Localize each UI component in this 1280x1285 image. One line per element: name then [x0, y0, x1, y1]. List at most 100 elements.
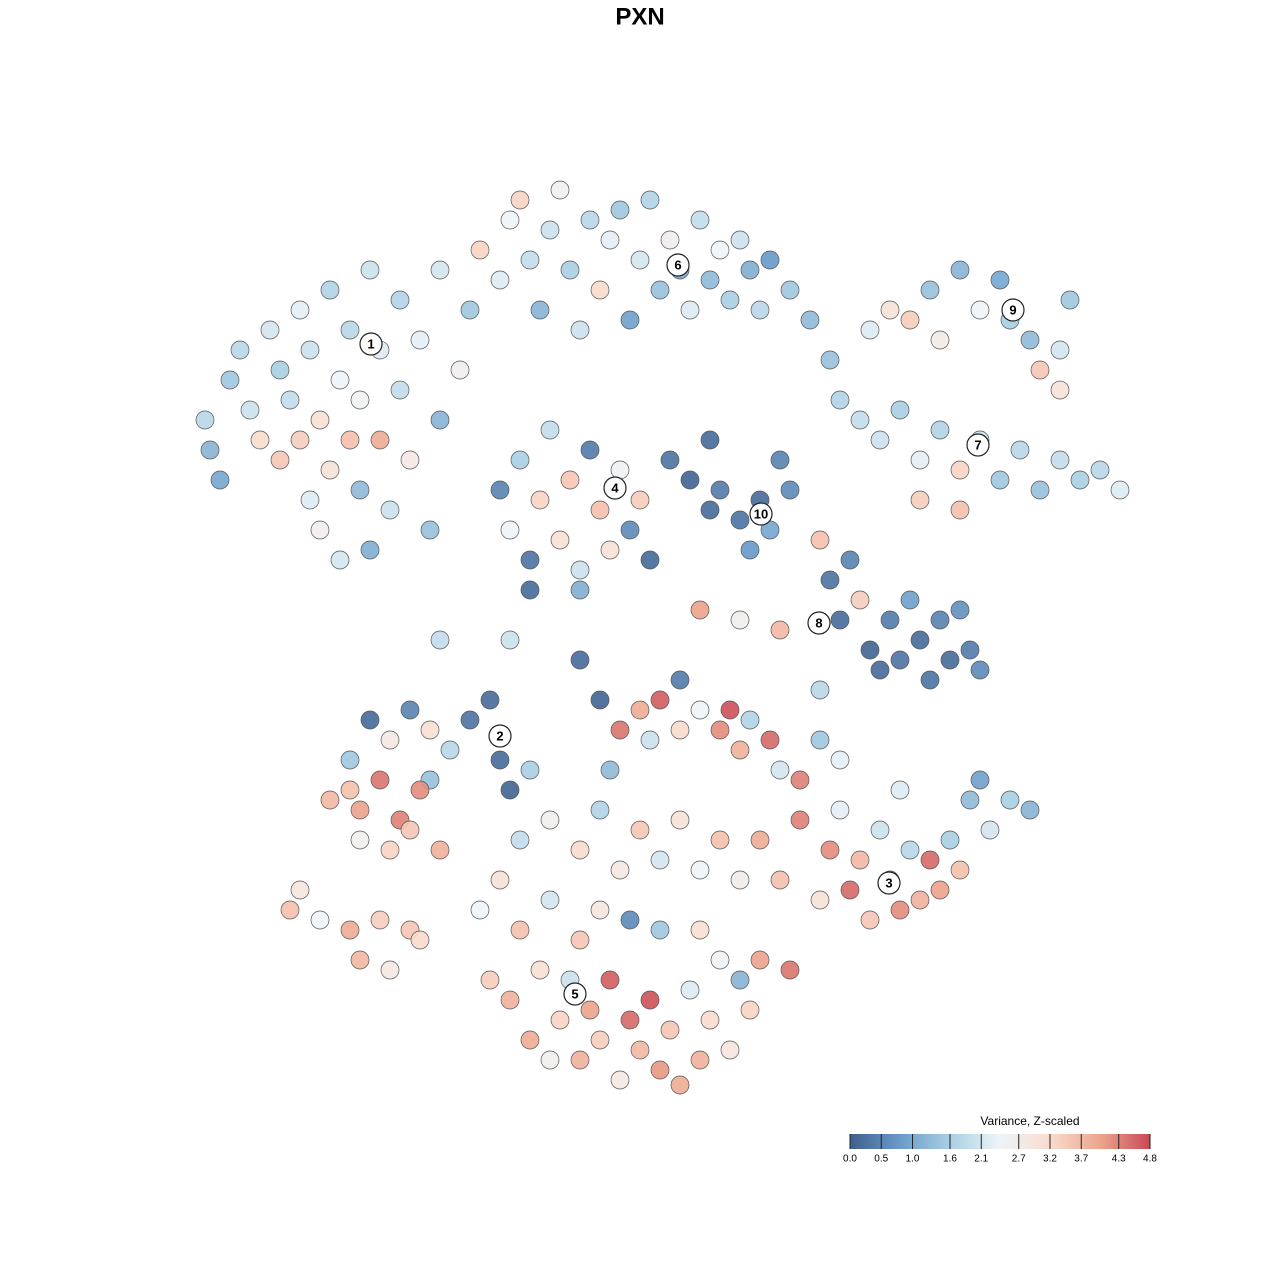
point [990, 270, 1010, 290]
point [590, 280, 610, 300]
point [540, 810, 560, 830]
point [490, 270, 510, 290]
point [670, 670, 690, 690]
point [720, 290, 740, 310]
point [350, 480, 370, 500]
point [890, 650, 910, 670]
point [500, 210, 520, 230]
point [530, 490, 550, 510]
point [1010, 440, 1030, 460]
point [870, 430, 890, 450]
point [690, 920, 710, 940]
point [610, 460, 630, 480]
point [580, 210, 600, 230]
point [740, 710, 760, 730]
point [570, 1050, 590, 1070]
point [600, 230, 620, 250]
point [540, 420, 560, 440]
point [540, 1050, 560, 1070]
colorbar-title: Variance, Z-scaled [980, 1114, 1079, 1128]
point [570, 930, 590, 950]
point [690, 860, 710, 880]
point [830, 800, 850, 820]
point [730, 740, 750, 760]
point [940, 830, 960, 850]
point [510, 920, 530, 940]
point [310, 410, 330, 430]
point [1050, 450, 1070, 470]
colorbar: Variance, Z-scaled 0.0 0.5 1.0 1.6 2.1 2.7 3.2… [843, 1114, 1157, 1164]
point [360, 710, 380, 730]
point [680, 980, 700, 1000]
point [420, 720, 440, 740]
point [340, 780, 360, 800]
point [340, 320, 360, 340]
point [510, 450, 530, 470]
point [690, 1050, 710, 1070]
point [510, 830, 530, 850]
point [590, 500, 610, 520]
colorbar-tick-label: 1.6 [943, 1154, 957, 1165]
point [860, 320, 880, 340]
point [480, 970, 500, 990]
point [960, 790, 980, 810]
point [380, 840, 400, 860]
point [600, 970, 620, 990]
point [520, 1030, 540, 1050]
cluster-label-badge [966, 433, 990, 457]
point [750, 300, 770, 320]
point [580, 1000, 600, 1020]
point [360, 260, 380, 280]
point [460, 300, 480, 320]
colorbar-tick-label: 1.0 [906, 1154, 920, 1165]
point [920, 280, 940, 300]
point [810, 730, 830, 750]
point [1070, 470, 1090, 490]
point [830, 610, 850, 630]
point [650, 690, 670, 710]
point [740, 260, 760, 280]
point [700, 500, 720, 520]
point [400, 700, 420, 720]
point [270, 450, 290, 470]
point [310, 520, 330, 540]
point [520, 250, 540, 270]
point [930, 420, 950, 440]
point [790, 770, 810, 790]
point [910, 450, 930, 470]
point [490, 480, 510, 500]
point [540, 220, 560, 240]
point [340, 430, 360, 450]
point [590, 690, 610, 710]
point [670, 720, 690, 740]
colorbar-tick-label: 3.2 [1043, 1154, 1057, 1165]
point [850, 410, 870, 430]
point [480, 690, 500, 710]
cluster-label: 6 [674, 257, 681, 272]
point [460, 710, 480, 730]
point [910, 630, 930, 650]
point [230, 340, 250, 360]
point [610, 720, 630, 740]
point [760, 250, 780, 270]
point [730, 870, 750, 890]
point [520, 550, 540, 570]
point [970, 660, 990, 680]
point [950, 260, 970, 280]
point [630, 820, 650, 840]
cluster-label: 2 [496, 728, 503, 743]
point [650, 920, 670, 940]
cluster-label-badge [666, 253, 690, 277]
point [600, 540, 620, 560]
point [1110, 480, 1130, 500]
cluster-label: 9 [1009, 302, 1016, 317]
point [800, 310, 820, 330]
point [370, 910, 390, 930]
chart-title: PXN [615, 3, 664, 30]
point [840, 880, 860, 900]
point [660, 230, 680, 250]
point [950, 600, 970, 620]
point [790, 810, 810, 830]
point [290, 430, 310, 450]
point [470, 240, 490, 260]
